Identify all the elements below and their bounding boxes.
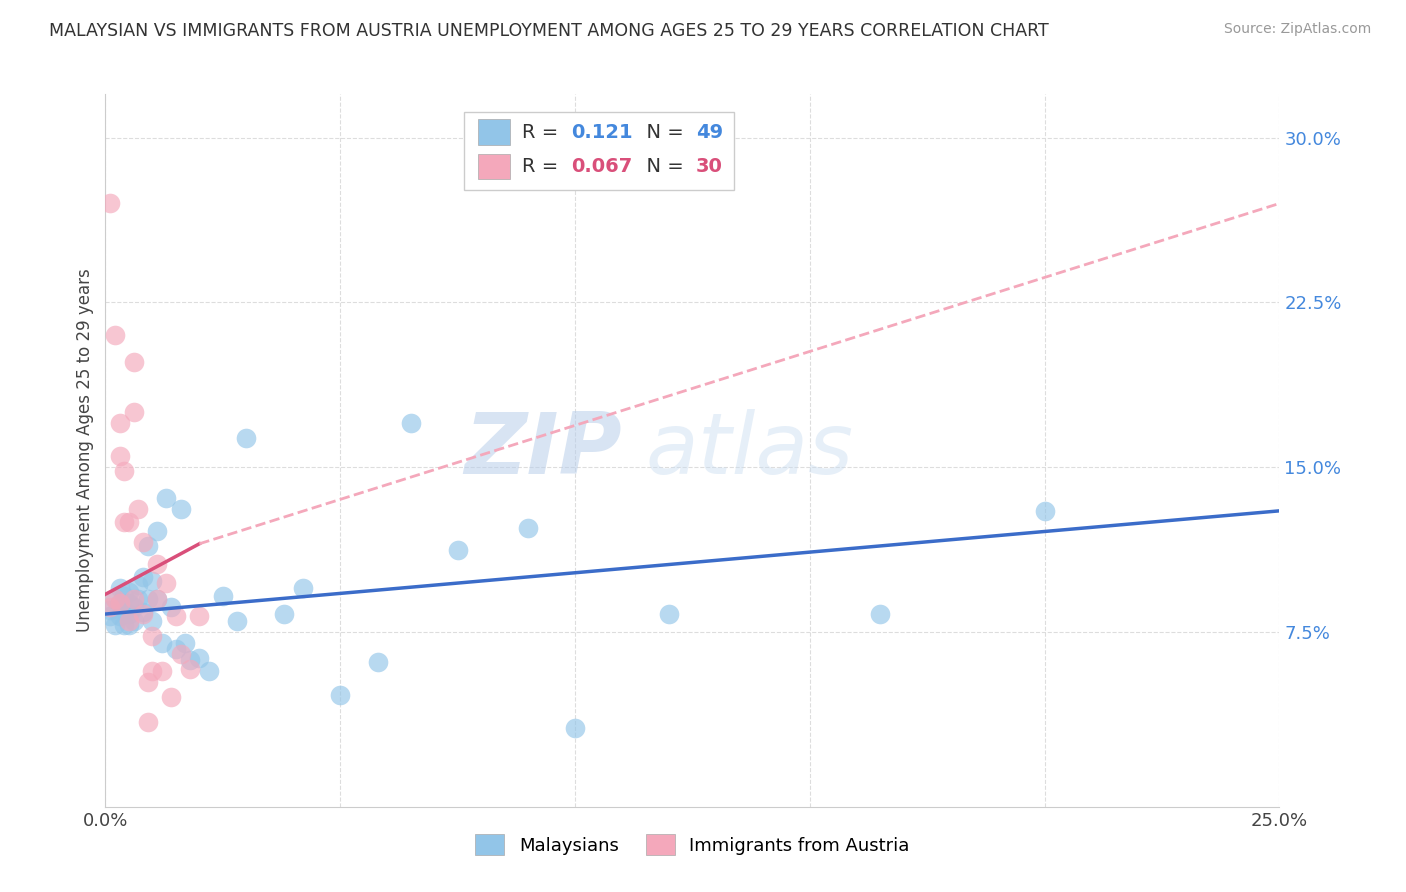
Point [188, 651, 211, 665]
Point [447, 543, 470, 558]
Point [104, 328, 127, 343]
Point [329, 688, 352, 702]
Point [165, 642, 187, 657]
FancyBboxPatch shape [478, 153, 510, 179]
Point [150, 635, 173, 649]
Point [98, 609, 121, 624]
Point [118, 585, 141, 599]
Point [136, 714, 159, 729]
Point [226, 614, 249, 628]
Point [146, 557, 169, 571]
Point [108, 449, 131, 463]
Text: ZIP: ZIP [464, 409, 621, 492]
Point [141, 574, 163, 588]
Text: atlas: atlas [645, 409, 853, 492]
Y-axis label: Unemployment Among Ages 25 to 29 years: Unemployment Among Ages 25 to 29 years [76, 268, 94, 632]
Point [108, 581, 131, 595]
Point [141, 664, 163, 678]
Point [112, 602, 135, 616]
Point [118, 607, 141, 621]
Text: 30: 30 [696, 157, 723, 176]
Point [273, 607, 295, 621]
Point [127, 501, 149, 516]
Point [136, 539, 159, 553]
Point [1033, 504, 1056, 518]
Point [132, 534, 155, 549]
Point [235, 431, 257, 445]
Point [98, 600, 121, 615]
Point [112, 590, 135, 604]
Point [122, 405, 145, 419]
Point [98, 196, 121, 211]
FancyBboxPatch shape [478, 120, 510, 145]
Point [155, 576, 177, 591]
Point [160, 690, 183, 705]
Point [122, 354, 145, 368]
Point [197, 664, 219, 678]
Point [367, 656, 389, 670]
Point [127, 578, 149, 592]
Point [132, 570, 155, 584]
Point [174, 635, 197, 649]
Point [122, 600, 145, 615]
Point [399, 416, 422, 430]
Point [211, 590, 233, 604]
Point [132, 607, 155, 621]
Point [104, 591, 127, 606]
Point [169, 501, 191, 516]
Point [188, 609, 211, 624]
Point [104, 618, 127, 632]
Text: MALAYSIAN VS IMMIGRANTS FROM AUSTRIA UNEMPLOYMENT AMONG AGES 25 TO 29 YEARS CORR: MALAYSIAN VS IMMIGRANTS FROM AUSTRIA UNE… [49, 22, 1049, 40]
Point [141, 614, 163, 628]
Point [150, 664, 173, 678]
Point [517, 521, 540, 535]
Point [146, 591, 169, 606]
FancyBboxPatch shape [464, 112, 734, 190]
Text: R =: R = [522, 123, 565, 142]
Text: 0.121: 0.121 [571, 123, 633, 142]
Point [118, 596, 141, 610]
Point [179, 653, 201, 667]
Point [108, 596, 131, 610]
Point [118, 618, 141, 632]
Point [112, 464, 135, 478]
Point [108, 596, 131, 610]
Point [112, 618, 135, 632]
Text: 49: 49 [696, 123, 723, 142]
Point [98, 602, 121, 616]
Text: R =: R = [522, 157, 565, 176]
Point [869, 607, 891, 621]
Point [141, 629, 163, 643]
Point [108, 609, 131, 624]
Point [122, 591, 145, 606]
Point [112, 515, 135, 529]
Point [132, 605, 155, 619]
Point [146, 524, 169, 538]
Point [108, 416, 131, 430]
Text: 0.067: 0.067 [571, 157, 633, 176]
Text: N =: N = [634, 157, 690, 176]
Point [118, 614, 141, 628]
Point [564, 721, 586, 735]
Point [104, 591, 127, 606]
Point [165, 609, 187, 624]
Point [146, 591, 169, 606]
Point [122, 614, 145, 628]
Point [155, 491, 177, 505]
Legend: Malaysians, Immigrants from Austria: Malaysians, Immigrants from Austria [468, 827, 917, 863]
Point [169, 647, 191, 661]
Point [160, 600, 183, 615]
Point [291, 581, 314, 595]
Point [118, 515, 141, 529]
Text: N =: N = [634, 123, 690, 142]
Point [179, 662, 201, 676]
Point [136, 675, 159, 690]
Point [127, 591, 149, 606]
Text: Source: ZipAtlas.com: Source: ZipAtlas.com [1223, 22, 1371, 37]
Point [658, 607, 681, 621]
Point [136, 591, 159, 606]
